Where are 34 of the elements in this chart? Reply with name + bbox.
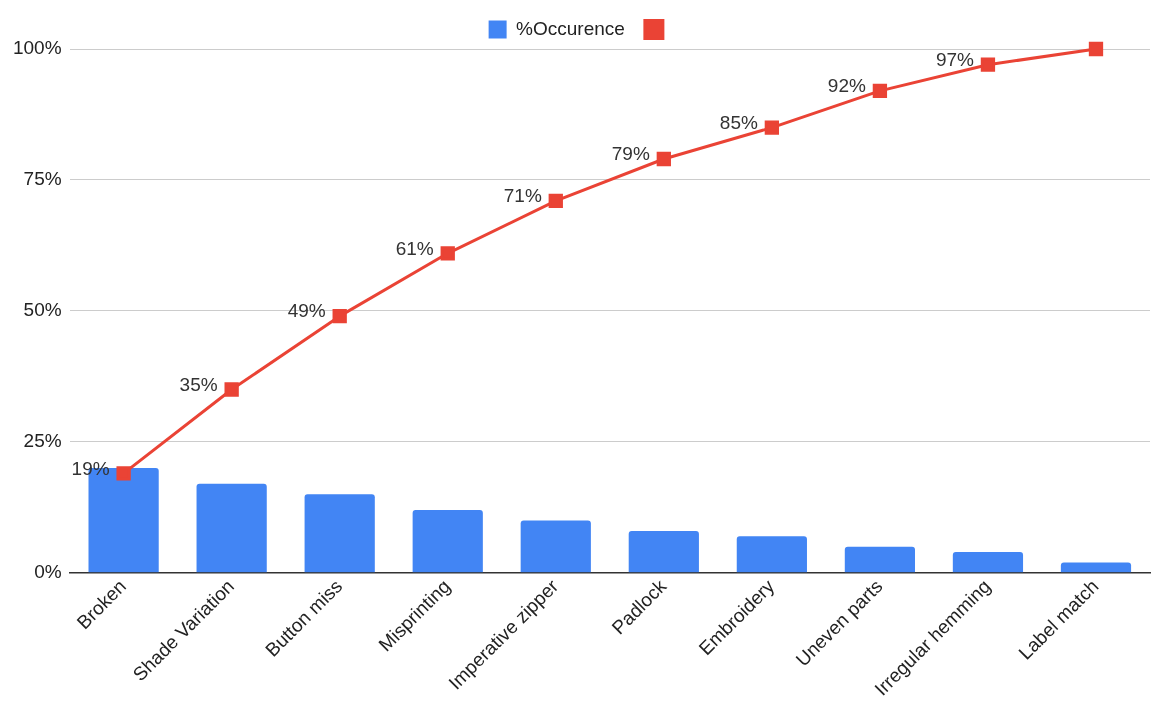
point [980, 57, 996, 72]
bar [736, 536, 807, 573]
point [116, 466, 131, 481]
bar [844, 546, 916, 573]
y-tick-label: 100% [12, 37, 62, 59]
bar [1060, 562, 1132, 573]
legend-label: %Occurence [516, 17, 625, 39]
bar [520, 520, 591, 573]
bar [412, 510, 483, 573]
point [1088, 41, 1104, 57]
y-tick-label: 50% [23, 299, 62, 321]
data-label: 35% [179, 373, 218, 395]
y-tick-label: 75% [23, 168, 62, 190]
bar [628, 530, 699, 573]
point [440, 246, 455, 261]
data-label: 61% [395, 237, 434, 259]
point [224, 382, 239, 397]
bar [304, 494, 375, 573]
data-label: 79% [611, 143, 650, 165]
point [548, 193, 563, 209]
point [764, 120, 780, 135]
point [656, 151, 671, 167]
y-tick-label: 0% [34, 561, 62, 583]
data-label: 92% [827, 75, 866, 97]
data-label: 71% [503, 185, 542, 207]
data-label: 49% [287, 300, 326, 322]
data-label: 85% [719, 111, 758, 133]
data-label: 97% [935, 48, 975, 70]
y-tick-label: 25% [23, 430, 62, 452]
bar [952, 551, 1024, 573]
point [332, 309, 347, 324]
data-label: 19% [71, 457, 110, 479]
bar [196, 483, 267, 573]
point [872, 83, 888, 99]
